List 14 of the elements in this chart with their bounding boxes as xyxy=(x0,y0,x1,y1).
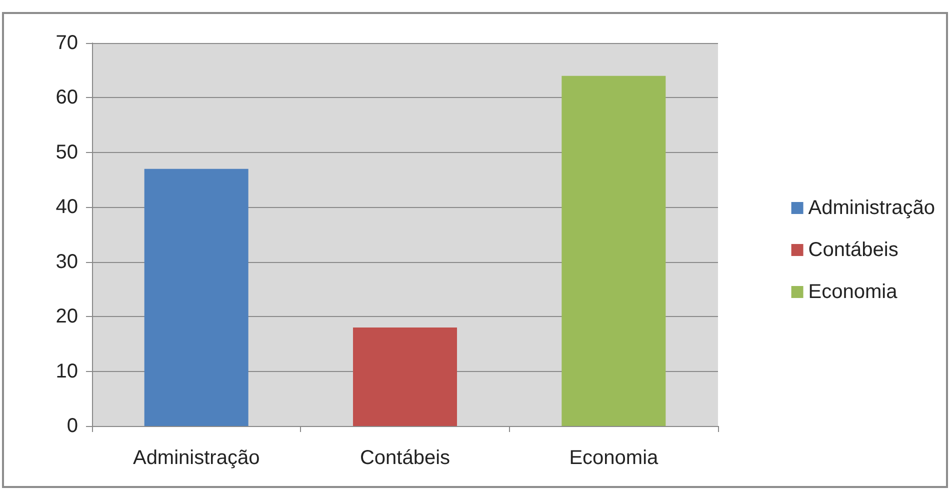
y-tick-label: 60 xyxy=(56,86,78,109)
y-tick-label: 50 xyxy=(56,141,78,164)
y-tick-label: 0 xyxy=(66,415,78,437)
legend-label: Administração xyxy=(808,197,935,219)
y-tick-label: 20 xyxy=(56,306,78,328)
y-tick-label: 10 xyxy=(56,360,78,382)
legend-label: Contábeis xyxy=(808,239,898,261)
y-tick-label: 30 xyxy=(56,250,78,273)
x-tick-label: Economia xyxy=(569,447,660,469)
y-tick-label: 70 xyxy=(56,32,78,54)
x-tick-label: Administração xyxy=(132,447,260,469)
y-tick-label: 40 xyxy=(56,196,78,218)
legend-label: Economia xyxy=(808,281,898,303)
x-tick-label: Contábeis xyxy=(360,447,450,469)
